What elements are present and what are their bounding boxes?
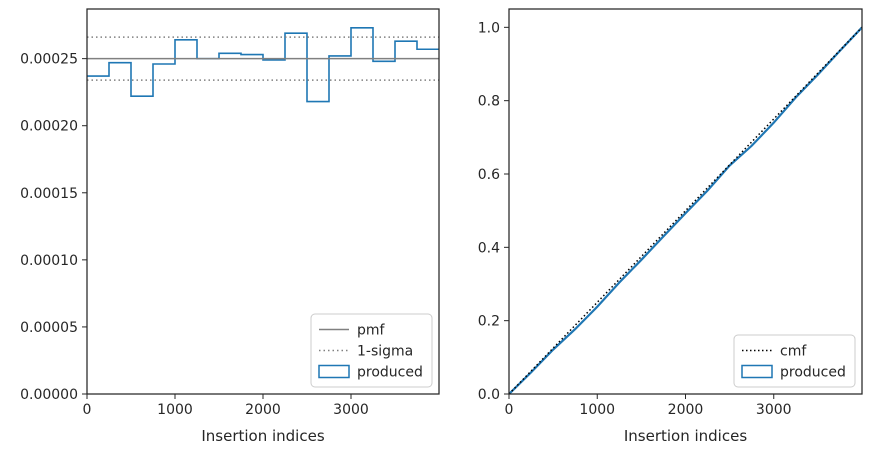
legend: cmf produced bbox=[733, 334, 856, 388]
axes-frame bbox=[508, 8, 863, 395]
x-tick-label: 0 bbox=[83, 402, 92, 418]
plot-area bbox=[87, 26, 439, 103]
x-tick-label: 2000 bbox=[245, 402, 281, 418]
y-tick-label: 0.00025 bbox=[20, 52, 78, 68]
y-tick-label: 1.0 bbox=[478, 20, 500, 36]
legend-label: produced bbox=[780, 365, 846, 381]
x-tick-label: 2000 bbox=[668, 402, 704, 418]
legend: pmf 1-sigma produced bbox=[310, 313, 433, 388]
legend-label: pmf bbox=[357, 323, 386, 339]
y-tick-label: 0.8 bbox=[478, 94, 500, 110]
legend-swatch bbox=[318, 364, 350, 379]
y-tick-label: 0.6 bbox=[478, 167, 500, 183]
left-chart-panel: 0 1000 2000 3000 0.00000 0.00005 0.00010 0.0001… bbox=[20, 8, 440, 445]
legend-label: produced bbox=[357, 365, 423, 381]
y-tick-label: 0.00000 bbox=[20, 387, 78, 403]
y-tick-label: 0.00005 bbox=[20, 320, 78, 336]
y-tick-label: 0.00010 bbox=[20, 253, 78, 269]
x-axis-label: Insertion indices bbox=[624, 427, 747, 445]
legend-box bbox=[733, 334, 856, 388]
x-tick-label: 3000 bbox=[756, 402, 792, 418]
x-tick-label: 3000 bbox=[333, 402, 369, 418]
y-tick-label: 0.4 bbox=[478, 240, 500, 256]
legend-label: 1-sigma bbox=[357, 344, 413, 360]
plot-area bbox=[509, 26, 862, 394]
x-tick-label: 1000 bbox=[157, 402, 193, 418]
cmf-line bbox=[509, 26, 862, 394]
x-tick-label: 1000 bbox=[579, 402, 615, 418]
legend-box bbox=[310, 313, 433, 388]
x-tick-label: 0 bbox=[505, 402, 514, 418]
y-tick-label: 0.2 bbox=[478, 314, 500, 330]
axes-frame bbox=[86, 8, 440, 395]
right-chart-panel: 0 1000 2000 3000 0.0 0.2 0.4 0.6 0.8 1.0 Insertion… bbox=[478, 8, 863, 445]
y-tick-label: 0.0 bbox=[478, 387, 500, 403]
produced-histogram-step bbox=[87, 26, 439, 103]
legend-label: cmf bbox=[780, 344, 807, 360]
y-tick-label: 0.00015 bbox=[20, 186, 78, 202]
y-tick-label: 0.00020 bbox=[20, 119, 78, 135]
legend-swatch bbox=[741, 364, 773, 379]
produced-cdf-line bbox=[509, 26, 862, 394]
x-axis-label: Insertion indices bbox=[201, 427, 324, 445]
